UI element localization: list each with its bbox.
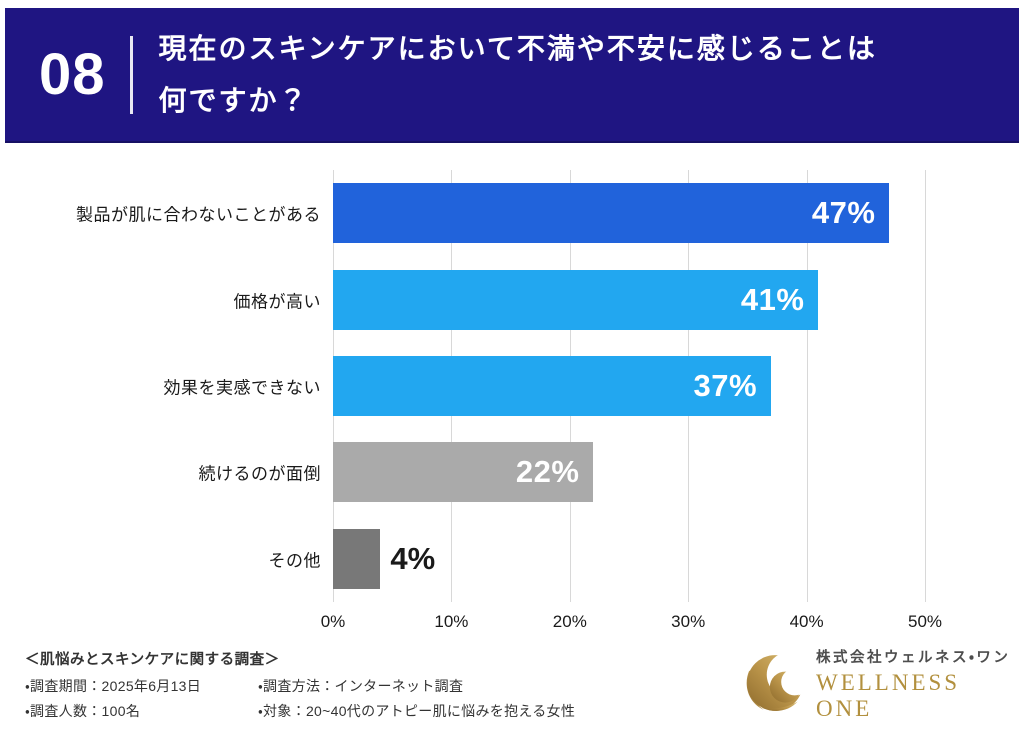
x-axis-tick-label: 50% [907, 612, 943, 631]
header-divider [129, 35, 133, 114]
bar-row: 製品が肌に合わないことがある 47% [76, 183, 925, 244]
category-label: 続けるのが面倒 [198, 464, 321, 484]
bar-value-label: 22% [515, 454, 580, 490]
question-number: 08 [39, 41, 106, 107]
company-name-en: WELLNESS ONE [816, 670, 961, 721]
survey-note-title: ＜肌悩みとスキンケアに関する調査＞ [25, 652, 280, 668]
bar-row: 価格が高い 41% [234, 269, 925, 330]
bar: 4% [333, 528, 435, 589]
category-label: 製品が肌に合わないことがある [76, 205, 321, 225]
gridline [925, 170, 926, 602]
bar-row: 続けるのが面倒 22% [199, 442, 925, 503]
survey-note-columns: ・調査期間：2025年6月13日 ・調査人数：100名 ・調査方法：インターネッ… [25, 674, 575, 724]
bar: 47% [333, 183, 890, 244]
question-title: 現在のスキンケアにおいて不満や不安に感じることは 何ですか？ [159, 23, 877, 127]
bar-chart: 0% 10% 20% 30% 40% 50% 製品が肌に合わないことがある 47% 価格が高い 4… [76, 170, 942, 631]
x-axis-tick-label: 40% [789, 612, 824, 631]
category-label: 価格が高い [233, 292, 321, 312]
survey-target: ・対象：20~40代のアトピー肌に悩みを抱える女性 [258, 703, 576, 719]
bar-value-label: 37% [693, 368, 758, 403]
x-axis-tick-label: 10% [434, 612, 469, 631]
survey-note-column-right: ・調査方法：インターネット調査 ・対象：20~40代のアトピー肌に悩みを抱える女… [258, 674, 575, 724]
survey-note: ＜肌悩みとスキンケアに関する調査＞ ・調査期間：2025年6月13日 ・調査人数… [25, 648, 575, 724]
question-header: 08 現在のスキンケアにおいて不満や不安に感じることは 何ですか？ [5, 8, 1019, 143]
wellness-one-crescent-icon [746, 652, 808, 711]
survey-period: ・調査期間：2025年6月13日 [25, 678, 202, 694]
bar: 41% [333, 269, 819, 330]
company-logo: 株式会社ウェルネス・ワン WELLNESS ONE [742, 646, 1024, 722]
question-title-line2: 何ですか？ [158, 84, 309, 116]
gridline [806, 170, 808, 602]
bar-value-label: 41% [740, 281, 805, 317]
bar: 22% [333, 442, 594, 503]
x-axis-tick-label: 20% [552, 612, 587, 631]
survey-count: ・調査人数：100名 [25, 703, 141, 719]
bar-value-label: 47% [811, 195, 876, 231]
company-name-jp: 株式会社ウェルネス・ワン [816, 650, 1011, 666]
category-label: その他 [268, 551, 321, 571]
category-label: 効果を実感できない [163, 378, 321, 398]
bar-row: その他 4% [269, 528, 925, 589]
x-axis-tick-label: 30% [671, 612, 706, 631]
survey-method: ・調査方法：インターネット調査 [258, 678, 464, 694]
bar-row: 効果を実感できない 37% [164, 356, 925, 416]
x-axis-tick-label: 0% [320, 612, 346, 631]
survey-note-column-left: ・調査期間：2025年6月13日 ・調査人数：100名 [25, 674, 258, 724]
company-logo-text: 株式会社ウェルネス・ワン WELLNESS ONE [816, 646, 1024, 722]
bar-value-label: 4% [390, 540, 436, 576]
question-title-line1: 現在のスキンケアにおいて不満や不安に感じることは [158, 32, 877, 64]
bar: 37% [333, 356, 772, 416]
